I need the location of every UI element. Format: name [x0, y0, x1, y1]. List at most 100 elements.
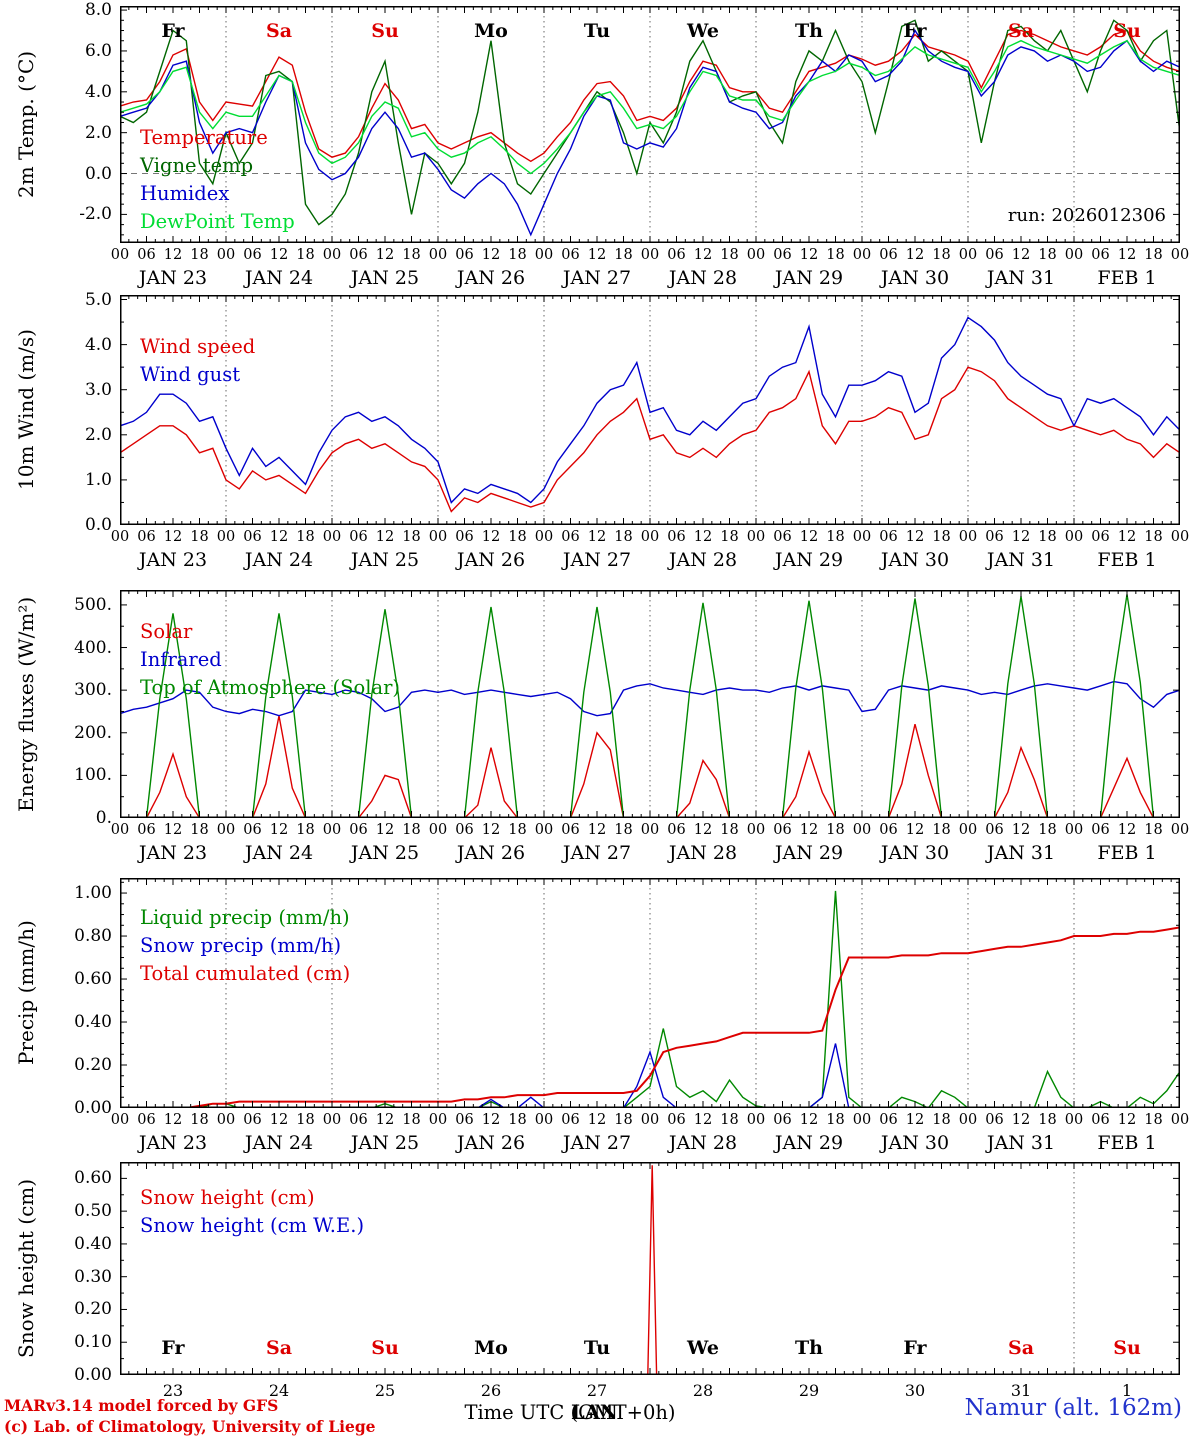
hour-tick-label: 18	[720, 1112, 739, 1128]
legend-entry: Solar	[140, 620, 193, 643]
x-axis-overlay-text: LAN	[571, 1401, 618, 1424]
hour-tick-label: 06	[879, 1112, 898, 1128]
series-line	[120, 715, 1180, 818]
hour-tick-label: 06	[137, 1112, 156, 1128]
day-label: JAN 23	[138, 267, 208, 289]
hour-tick-label: 18	[508, 247, 527, 263]
panel-1-plot	[120, 6, 1180, 243]
y-tick-label: 1.0	[84, 469, 112, 490]
hour-tick-label: 12	[481, 529, 501, 545]
y-tick-label: 300.	[74, 680, 112, 701]
hour-tick-label: 18	[508, 822, 527, 838]
y-tick-label: 0.	[95, 808, 112, 828]
hour-tick-label: 00	[322, 529, 342, 545]
hour-tick-label: 00	[1170, 247, 1190, 263]
y-tick-label: 3.0	[84, 379, 112, 400]
hour-tick-label: 12	[693, 1112, 713, 1128]
hour-tick-label: 18	[296, 822, 315, 838]
legend-entry: Top of Atmosphere (Solar)	[140, 676, 401, 699]
day-label: JAN 29	[774, 267, 844, 289]
weekday-label: Fr	[903, 20, 927, 42]
hour-tick-label: 12	[269, 529, 289, 545]
y-tick-label: 0.00	[74, 1365, 112, 1385]
y-tick-label: 0.30	[74, 1266, 112, 1287]
hour-tick-label: 06	[137, 247, 156, 263]
series-line	[120, 39, 1180, 175]
weekday-label: Fr	[161, 20, 185, 42]
hour-tick-label: 18	[190, 529, 209, 545]
day-label: FEB 1	[1097, 549, 1157, 571]
day-label: JAN 26	[456, 842, 526, 864]
hour-tick-label: 00	[216, 247, 236, 263]
hour-tick-label: 00	[428, 1112, 448, 1128]
weekday-label: Th	[795, 1337, 823, 1359]
hour-tick-label: 18	[1038, 1112, 1057, 1128]
hour-tick-label: 18	[614, 529, 633, 545]
hour-tick-label: 12	[375, 1112, 395, 1128]
day-number-label: 27	[586, 1381, 608, 1400]
hour-tick-label: 06	[773, 822, 792, 838]
hour-tick-label: 00	[640, 247, 660, 263]
hour-tick-label: 18	[720, 247, 739, 263]
y-tick-label: 0.20	[74, 1299, 112, 1320]
legend-entry: Total cumulated (cm)	[140, 962, 351, 985]
hour-tick-label: 12	[905, 822, 925, 838]
weekday-label: Sa	[1007, 20, 1035, 42]
legend-entry: Infrared	[140, 648, 222, 671]
hour-tick-label: 12	[375, 247, 395, 263]
y-tick-label: 8.0	[84, 0, 112, 21]
credit-line-1: MARv3.14 model forced by GFS	[4, 1396, 279, 1415]
hour-tick-label: 18	[826, 529, 845, 545]
y-tick-label: 0.0	[84, 515, 112, 535]
y-tick-label: 200.	[74, 722, 112, 743]
hour-tick-label: 12	[799, 247, 819, 263]
day-label: JAN 26	[456, 267, 526, 289]
hour-tick-label: 18	[614, 1112, 633, 1128]
hour-tick-label: 18	[1144, 1112, 1163, 1128]
hour-tick-label: 06	[455, 822, 474, 838]
weekday-label: Tu	[583, 20, 611, 42]
day-label: FEB 1	[1097, 842, 1157, 864]
hour-tick-label: 06	[667, 822, 686, 838]
hour-tick-label: 06	[349, 1112, 368, 1128]
hour-tick-label: 06	[773, 247, 792, 263]
hour-tick-label: 18	[1144, 822, 1163, 838]
run-label: run: 2026012306	[1007, 205, 1166, 226]
day-number-label: 30	[904, 1381, 926, 1400]
hour-tick-label: 06	[561, 1112, 580, 1128]
day-label: FEB 1	[1097, 267, 1157, 289]
hour-tick-label: 18	[1144, 247, 1163, 263]
hour-tick-label: 18	[932, 1112, 951, 1128]
y-tick-label: 0.60	[74, 1168, 112, 1189]
hour-tick-label: 00	[534, 247, 554, 263]
hour-tick-label: 06	[349, 822, 368, 838]
hour-tick-label: 06	[137, 529, 156, 545]
hour-tick-label: 12	[905, 529, 925, 545]
y-tick-label: 5.0	[84, 289, 112, 310]
day-number-label: 1	[1121, 1381, 1133, 1400]
y-tick-label: 0.50	[74, 1201, 112, 1222]
y-tick-label: 4.0	[84, 81, 112, 102]
day-label: JAN 28	[668, 842, 738, 864]
day-number-label: 24	[268, 1381, 290, 1400]
hour-tick-label: 12	[1011, 1112, 1031, 1128]
day-label: JAN 23	[138, 549, 208, 571]
hour-tick-label: 06	[137, 822, 156, 838]
series-line	[120, 594, 1180, 818]
day-number-label: 23	[162, 1381, 184, 1400]
series-line	[120, 316, 1180, 504]
legend-entry: Wind speed	[140, 335, 256, 358]
day-label: JAN 23	[138, 842, 208, 864]
day-number-label: 28	[692, 1381, 714, 1400]
hour-tick-label: 18	[720, 529, 739, 545]
hour-tick-label: 18	[296, 529, 315, 545]
weekday-label: Su	[371, 20, 399, 42]
day-number-label: 26	[480, 1381, 502, 1400]
legend-entry: Humidex	[140, 182, 230, 205]
y-axis-title: Precip (mm/h)	[14, 920, 38, 1066]
hour-tick-label: 06	[985, 247, 1004, 263]
hour-tick-label: 18	[508, 529, 527, 545]
hour-tick-label: 12	[269, 822, 289, 838]
day-label: JAN 31	[986, 267, 1056, 289]
hour-tick-label: 12	[799, 1112, 819, 1128]
